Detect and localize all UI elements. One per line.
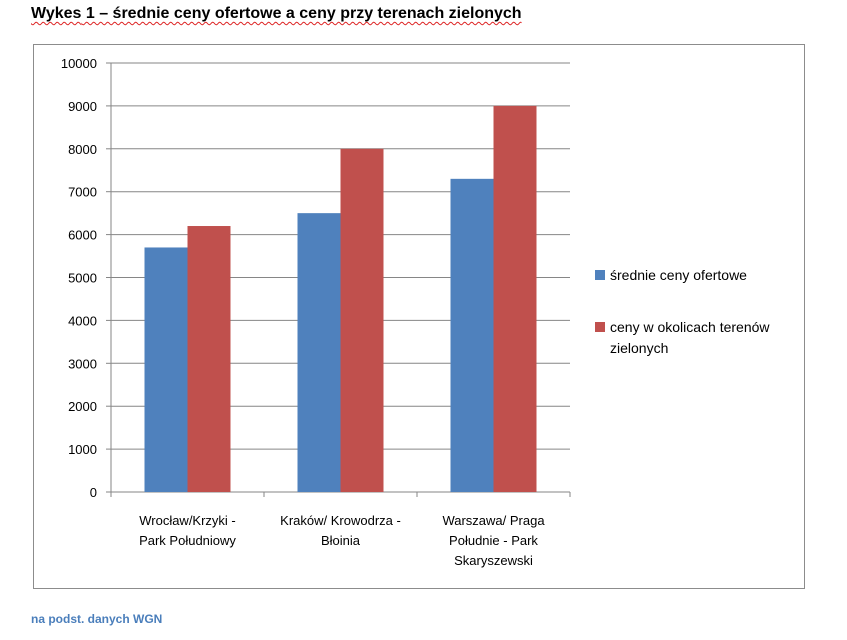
bar-series2-cat2: [340, 148, 384, 493]
bar-series2-cat1: [187, 226, 231, 492]
title-rest: 1 – średnie ceny ofertowe a ceny przy te…: [81, 5, 522, 22]
chart-svg: 0 1000 2000 3000 4000 5000 6000 7000 8000 9000 100…: [61, 56, 771, 568]
y-tick-label: 1000: [68, 442, 97, 457]
x-category-label: Błoinia: [321, 533, 361, 548]
axis-labels: 0 1000 2000 3000 4000 5000 6000 7000 8000 9000 100…: [61, 56, 545, 568]
x-category-label: Południe - Park: [449, 533, 538, 548]
bar-series2-cat3: [493, 105, 537, 493]
y-tick-label: 4000: [68, 313, 97, 328]
bar-series1-cat3: [450, 178, 494, 492]
y-tick-label: 7000: [68, 185, 97, 200]
x-category-label: Park Południowy: [139, 533, 236, 548]
chart-frame: 0 1000 2000 3000 4000 5000 6000 7000 8000 9000 100…: [33, 44, 805, 589]
legend-label-2: zielonych: [610, 340, 668, 356]
source-note: na podst. danych WGN: [31, 612, 163, 626]
x-category-label: Warszawa/ Praga: [442, 513, 545, 528]
y-tick-label: 6000: [68, 228, 97, 243]
bar-series1-cat1: [144, 247, 188, 492]
x-category-label: Kraków/ Krowodrza -: [280, 513, 401, 528]
y-tick-label: 5000: [68, 271, 97, 286]
bar-series1-cat2: [297, 213, 341, 492]
legend-swatch-1: [595, 270, 605, 280]
page-title: Wykes 1 – średnie ceny ofertowe a ceny p…: [31, 5, 522, 23]
title-first-word: Wykes: [31, 5, 82, 22]
y-tick-label: 8000: [68, 142, 97, 157]
legend-label-2: ceny w okolicach terenów: [610, 319, 770, 335]
x-category-label: Wrocław/Krzyki -: [139, 513, 236, 528]
legend-swatch-2: [595, 322, 605, 332]
bars: [144, 105, 537, 493]
y-tick-label: 10000: [61, 56, 97, 71]
x-category-label: Skaryszewski: [454, 553, 533, 568]
y-tick-label: 0: [90, 485, 97, 500]
y-tick-label: 9000: [68, 99, 97, 114]
y-tick-label: 3000: [68, 356, 97, 371]
y-tick-label: 2000: [68, 399, 97, 414]
legend-label-1: średnie ceny ofertowe: [610, 267, 747, 283]
legend: średnie ceny ofertowe ceny w okolicach te…: [595, 267, 770, 356]
